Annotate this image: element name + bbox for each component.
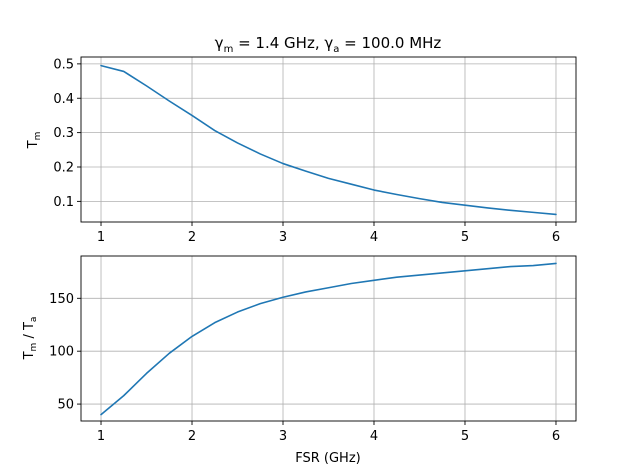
x-tick-label: 3 — [279, 429, 287, 444]
y-tick-label: 0.5 — [53, 57, 74, 72]
chart-title: γm = 1.4 GHz, γa = 100.0 MHz — [215, 34, 442, 55]
bottom-y-axis-label: Tm / Ta — [22, 317, 39, 361]
y-tick-label: 50 — [57, 398, 74, 413]
y-tick-label: 0.1 — [53, 195, 74, 210]
y-tick-label: 100 — [49, 345, 74, 360]
y-tick-label: 150 — [49, 292, 74, 307]
x-tick-label: 2 — [188, 429, 196, 444]
x-tick-label: 3 — [279, 230, 287, 245]
plot-frame — [80, 56, 577, 223]
y-tick-label: 0.4 — [53, 92, 74, 107]
bottom-plot: 1 2 3 4 5 6 50 100 150 — [49, 255, 577, 444]
x-tick-label: 1 — [97, 429, 105, 444]
x-tick-label: 4 — [370, 230, 378, 245]
top-plot: 1 2 3 4 5 6 0.1 0.2 0.3 0.4 0.5 — [53, 56, 577, 245]
x-tick-label: 1 — [97, 230, 105, 245]
x-tick-label: 4 — [370, 429, 378, 444]
x-tick-label: 5 — [461, 230, 469, 245]
y-tick-label: 0.3 — [53, 126, 74, 141]
x-axis-label: FSR (GHz) — [295, 451, 360, 466]
plot-frame — [80, 255, 577, 422]
series-line — [100, 64, 557, 216]
series-line — [100, 262, 557, 416]
x-tick-label: 6 — [552, 429, 560, 444]
x-tick-label: 2 — [188, 230, 196, 245]
x-tick-label: 6 — [552, 230, 560, 245]
y-tick-label: 0.2 — [53, 161, 74, 176]
top-y-axis-label: Tm — [26, 132, 43, 150]
x-tick-label: 5 — [461, 429, 469, 444]
